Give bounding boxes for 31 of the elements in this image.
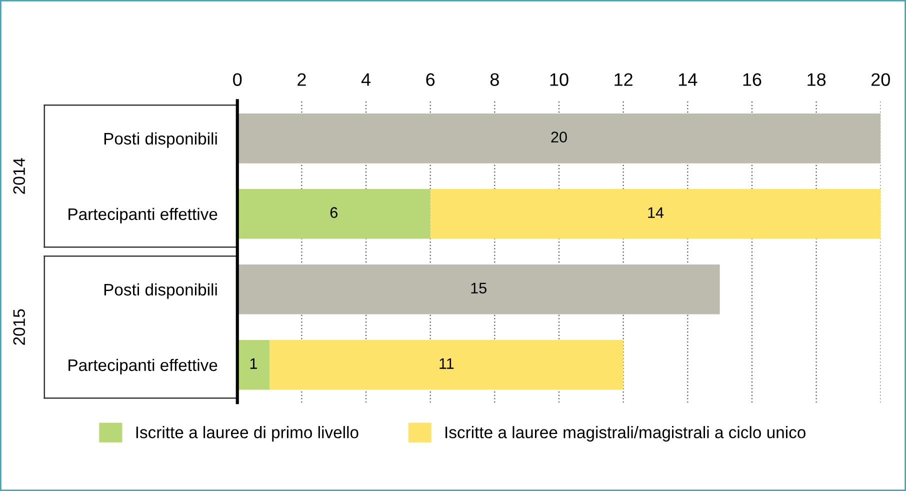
x-tick-label: 18 — [808, 73, 826, 86]
y-tick-label: Partecipanti effettive — [68, 358, 218, 374]
data-label: 11 — [440, 358, 454, 369]
y-tick-label: Posti disponibili — [104, 132, 217, 148]
x-tick-label: 8 — [490, 73, 499, 86]
legend-label: Iscritte a lauree magistrali/magistrali a ciclo unico — [446, 426, 806, 442]
text: 2015 — [13, 309, 26, 345]
bar — [237, 188, 430, 239]
bar — [237, 113, 881, 164]
text: 2014 — [13, 158, 26, 194]
x-tick-label: 4 — [361, 73, 371, 86]
x-tick-label: 16 — [743, 73, 762, 86]
x-tick-label: 12 — [614, 73, 632, 86]
legend-label: Iscritte a lauree di primo livello — [136, 426, 358, 442]
data-label: 20 — [551, 132, 567, 142]
bar — [237, 340, 270, 390]
data-label: 15 — [471, 282, 486, 294]
x-tick-label: 0 — [233, 73, 242, 86]
bar — [270, 340, 624, 390]
bar — [430, 188, 881, 239]
x-tick-label: 6 — [426, 73, 435, 86]
x-tick-label: 10 — [550, 73, 568, 86]
y-tick-label: Posti disponibili — [104, 283, 217, 299]
x-tick-label: 20 — [872, 73, 890, 86]
x-tick-label: 2 — [298, 73, 306, 86]
data-label: 14 — [648, 207, 664, 218]
data-label: 1 — [250, 358, 257, 369]
data-label: 6 — [330, 207, 338, 218]
x-tick-label: 14 — [678, 73, 698, 86]
bar — [237, 264, 720, 314]
y-tick-label: Partecipanti effettive — [68, 208, 218, 224]
